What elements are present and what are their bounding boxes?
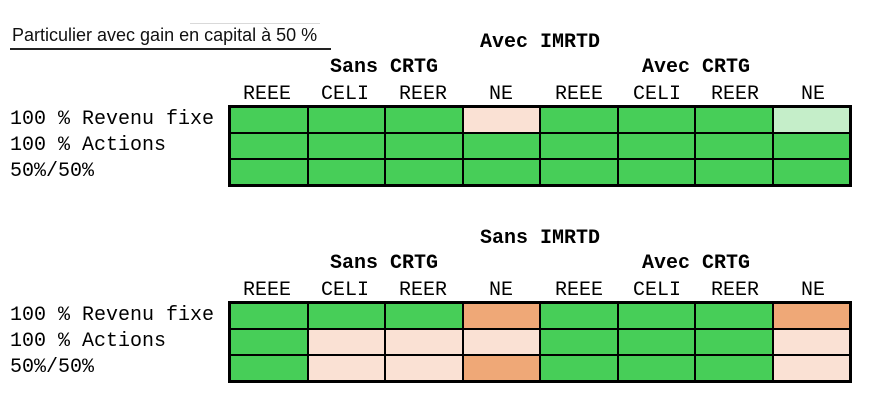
table-title: Sans IMRTD — [479, 227, 601, 250]
column-header: CELI — [632, 279, 681, 302]
column-header: REEE — [242, 279, 291, 302]
column-header-row: REEE CELI REER NE REEE CELI REER NE — [228, 84, 852, 106]
column-header: REEE — [554, 279, 603, 302]
group-header: Avec CRTG — [641, 56, 751, 79]
heatmap-cell[interactable] — [308, 108, 384, 132]
column-header: NE — [800, 83, 825, 106]
heatmap-cell[interactable] — [463, 304, 539, 328]
heatmap-cell[interactable] — [231, 356, 307, 380]
column-header: REER — [398, 83, 447, 106]
heatmap-cell[interactable] — [231, 160, 307, 184]
table-title: Avec IMRTD — [479, 31, 601, 54]
column-header: REER — [710, 279, 759, 302]
row-label: 100 % Revenu fixe — [10, 304, 215, 327]
heatmap-cell[interactable] — [696, 356, 772, 380]
heatmap-cell[interactable] — [463, 134, 539, 158]
faint-gridline — [190, 23, 320, 24]
heatmap-cell[interactable] — [696, 134, 772, 158]
row-label-column: 100 % Revenu fixe 100 % Actions 50%/50% — [10, 107, 228, 185]
heatmap-cell[interactable] — [308, 134, 384, 158]
heatmap-cell[interactable] — [463, 160, 539, 184]
group-header-row: Sans CRTG Avec CRTG — [228, 57, 852, 79]
page-title: Particulier avec gain en capital à 50 % — [10, 24, 332, 50]
row-label: 100 % Actions — [10, 134, 167, 157]
heatmap-cell[interactable] — [773, 304, 849, 328]
column-header: CELI — [320, 83, 369, 106]
group-header: Sans CRTG — [329, 252, 439, 275]
group-header-row: Sans CRTG Avec CRTG — [228, 253, 852, 275]
row-label: 50%/50% — [10, 160, 95, 183]
heatmap-cell[interactable] — [541, 160, 617, 184]
column-header: NE — [800, 279, 825, 302]
heatmap-grid — [228, 301, 852, 383]
column-header: CELI — [320, 279, 369, 302]
column-header: CELI — [632, 83, 681, 106]
heatmap-cell[interactable] — [386, 330, 462, 354]
column-header: REER — [398, 279, 447, 302]
heatmap-cell[interactable] — [618, 356, 694, 380]
row-label-column: 100 % Revenu fixe 100 % Actions 50%/50% — [10, 303, 228, 381]
heatmap-cell[interactable] — [696, 304, 772, 328]
heatmap-cell[interactable] — [308, 330, 384, 354]
heatmap-cell[interactable] — [618, 108, 694, 132]
heatmap-cell[interactable] — [463, 330, 539, 354]
heatmap-cell[interactable] — [696, 160, 772, 184]
column-header: REEE — [554, 83, 603, 106]
heatmap-cell[interactable] — [541, 304, 617, 328]
heatmap-section-avec-imrtd: Avec IMRTD Sans CRTG Avec CRTG REEE CELI RE… — [0, 32, 874, 192]
column-header: NE — [488, 83, 513, 106]
heatmap-cell[interactable] — [618, 134, 694, 158]
heatmap-cell[interactable] — [618, 330, 694, 354]
row-label: 100 % Revenu fixe — [10, 108, 215, 131]
heatmap-cell[interactable] — [696, 108, 772, 132]
row-label: 50%/50% — [10, 356, 95, 379]
heatmap-cell[interactable] — [231, 134, 307, 158]
heatmap-cell[interactable] — [773, 330, 849, 354]
heatmap-cell[interactable] — [463, 108, 539, 132]
heatmap-cell[interactable] — [463, 356, 539, 380]
heatmap-cell[interactable] — [386, 108, 462, 132]
heatmap-cell[interactable] — [231, 108, 307, 132]
heatmap-cell[interactable] — [618, 160, 694, 184]
column-header: REEE — [242, 83, 291, 106]
group-header: Avec CRTG — [641, 252, 751, 275]
heatmap-cell[interactable] — [618, 304, 694, 328]
group-header: Sans CRTG — [329, 56, 439, 79]
heatmap-cell[interactable] — [231, 330, 307, 354]
heatmap-cell[interactable] — [308, 356, 384, 380]
heatmap-cell[interactable] — [696, 330, 772, 354]
heatmap-cell[interactable] — [541, 356, 617, 380]
heatmap-cell[interactable] — [773, 160, 849, 184]
column-header: NE — [488, 279, 513, 302]
heatmap-cell[interactable] — [308, 304, 384, 328]
heatmap-cell[interactable] — [386, 304, 462, 328]
heatmap-cell[interactable] — [386, 160, 462, 184]
heatmap-section-sans-imrtd: Sans IMRTD Sans CRTG Avec CRTG REEE CELI RE… — [0, 228, 874, 388]
heatmap-cell[interactable] — [386, 134, 462, 158]
heatmap-cell[interactable] — [386, 356, 462, 380]
heatmap-cell[interactable] — [773, 134, 849, 158]
heatmap-cell[interactable] — [541, 108, 617, 132]
heatmap-grid — [228, 105, 852, 187]
heatmap-cell[interactable] — [541, 330, 617, 354]
row-label: 100 % Actions — [10, 330, 167, 353]
column-header: REER — [710, 83, 759, 106]
heatmap-cell[interactable] — [773, 108, 849, 132]
heatmap-cell[interactable] — [308, 160, 384, 184]
heatmap-cell[interactable] — [231, 304, 307, 328]
column-header-row: REEE CELI REER NE REEE CELI REER NE — [228, 280, 852, 302]
heatmap-cell[interactable] — [773, 356, 849, 380]
heatmap-cell[interactable] — [541, 134, 617, 158]
